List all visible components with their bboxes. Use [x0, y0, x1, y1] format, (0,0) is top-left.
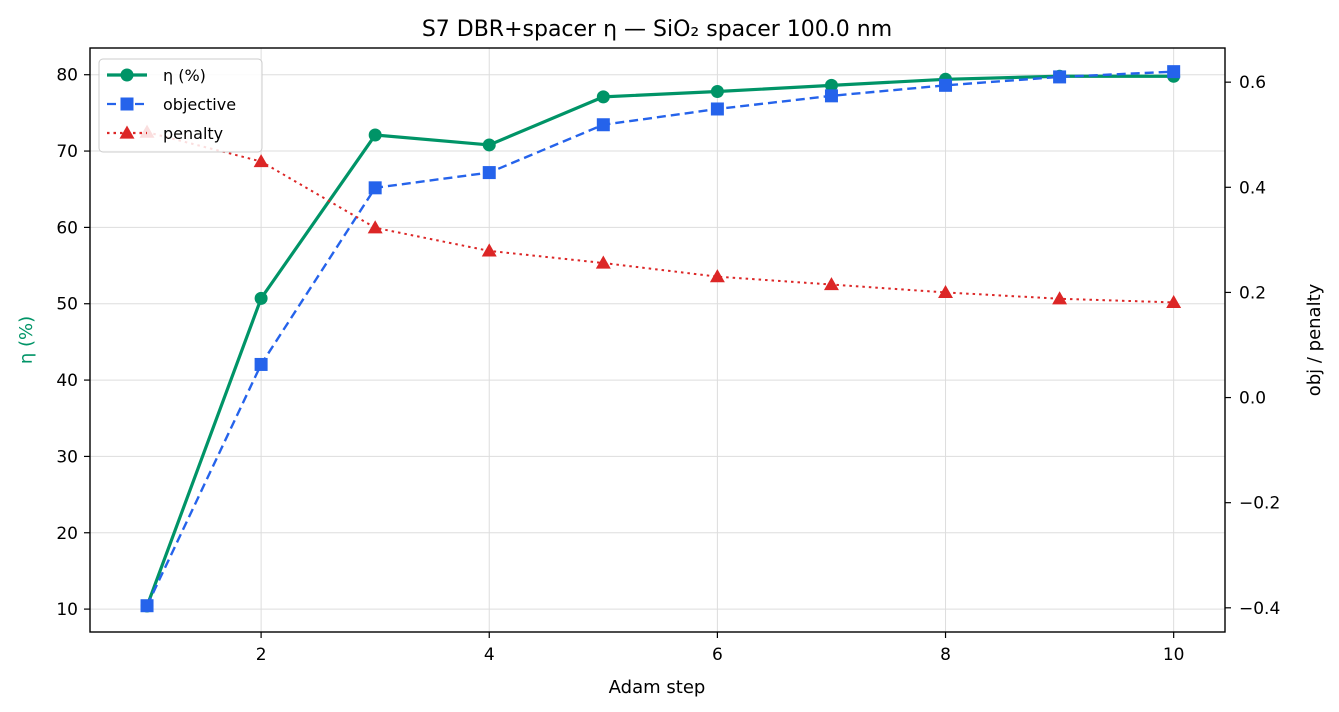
y-left-axis-ticks: 10 20 30 40 50 60 70 80	[56, 66, 90, 620]
grid	[90, 48, 1225, 632]
data-point-penalty	[1052, 291, 1068, 305]
legend-marker-eta	[120, 68, 134, 82]
x-tick-label: 2	[256, 645, 267, 665]
plot-frame	[89, 47, 1226, 633]
data-point-penalty	[823, 277, 839, 291]
y-left-tick-label: 20	[56, 524, 78, 544]
legend-label-penalty: penalty	[163, 124, 223, 143]
data-point-objective	[596, 118, 610, 132]
y-left-tick-label: 60	[56, 218, 78, 238]
data-point-objective	[368, 181, 382, 195]
legend-label-objective: objective	[163, 95, 236, 114]
x-axis-label: Adam step	[609, 677, 706, 698]
data-point-objective	[140, 599, 154, 613]
series-line-eta	[145, 74, 1174, 607]
y-right-axis-label: obj / penalty	[1304, 283, 1325, 396]
data-point-penalty	[938, 284, 954, 299]
y-left-axis-label: η (%)	[16, 316, 37, 364]
data-point-objective	[1053, 70, 1067, 84]
data-point-penalty	[367, 220, 383, 234]
y-left-tick-label: 40	[56, 371, 78, 391]
y-right-axis-ticks: −0.4 −0.2 0.0 0.2 0.4 0.6	[1225, 73, 1280, 619]
x-tick-label: 8	[940, 645, 951, 665]
data-point-penalty	[481, 243, 497, 257]
data-point-penalty	[1166, 294, 1182, 309]
data-point-penalty	[709, 269, 725, 283]
legend-box	[98, 58, 263, 153]
y-right-tick-label: 0.0	[1239, 389, 1266, 409]
x-tick-label: 4	[484, 645, 495, 665]
y-right-tick-label: 0.6	[1239, 73, 1266, 93]
data-point-eta	[368, 128, 382, 142]
series-objective	[140, 65, 1181, 613]
y-left-tick-label: 30	[56, 447, 78, 467]
data-point-objective	[482, 166, 496, 180]
y-right-tick-label: 0.2	[1239, 283, 1266, 303]
series-line-penalty	[146, 131, 1174, 304]
y-left-tick-label: 80	[56, 66, 78, 86]
series-line-objective	[145, 70, 1174, 607]
x-tick-label: 6	[712, 645, 723, 665]
x-tick-label: 10	[1163, 645, 1185, 665]
y-right-tick-label: −0.4	[1239, 599, 1280, 619]
data-point-eta	[596, 90, 610, 104]
data-point-objective	[1167, 65, 1181, 79]
plot-series	[139, 65, 1182, 613]
data-point-objective	[824, 89, 838, 103]
y-left-tick-label: 10	[56, 600, 78, 620]
legend: η (%) objective penalty	[98, 58, 263, 153]
data-point-objective	[710, 102, 724, 116]
legend-marker-penalty	[119, 125, 135, 139]
data-point-eta	[824, 78, 838, 92]
y-left-tick-label: 50	[56, 295, 78, 315]
data-point-objective	[939, 78, 953, 92]
data-point-penalty	[253, 154, 269, 168]
data-point-objective	[254, 357, 268, 371]
data-point-eta	[254, 291, 268, 305]
data-point-eta	[482, 138, 496, 152]
chart-title: S7 DBR+spacer η — SiO₂ spacer 100.0 nm	[422, 17, 892, 42]
y-right-tick-label: 0.4	[1239, 178, 1266, 198]
data-point-eta	[710, 85, 724, 99]
x-axis-ticks: 2 4 6 8 10	[256, 632, 1185, 665]
legend-label-eta: η (%)	[163, 66, 206, 85]
data-point-penalty	[595, 255, 611, 269]
legend-marker-objective	[120, 97, 134, 111]
y-right-tick-label: −0.2	[1239, 494, 1280, 514]
y-left-tick-label: 70	[56, 142, 78, 162]
